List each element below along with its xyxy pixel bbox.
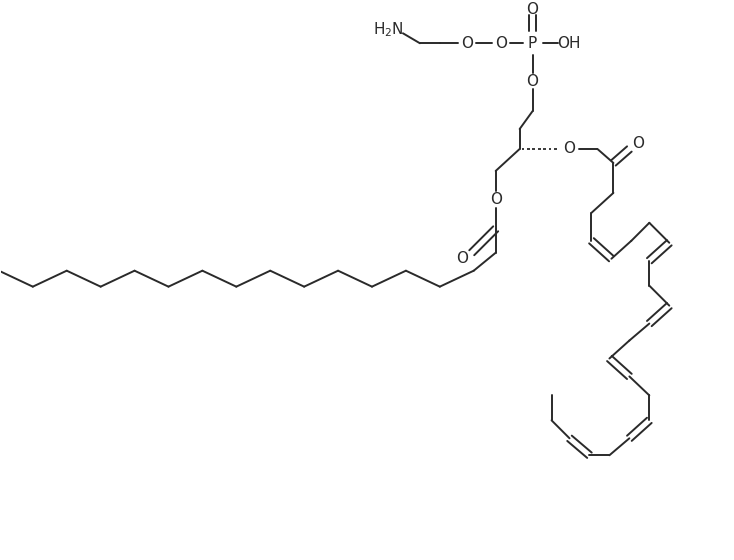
Text: H$_2$N: H$_2$N bbox=[373, 20, 403, 39]
Text: O: O bbox=[490, 193, 502, 207]
Text: O: O bbox=[526, 74, 539, 88]
Text: O: O bbox=[526, 2, 539, 17]
Text: O: O bbox=[461, 36, 473, 51]
Text: O: O bbox=[456, 251, 468, 266]
Text: O: O bbox=[633, 137, 644, 152]
Text: O: O bbox=[564, 142, 575, 156]
Text: P: P bbox=[528, 36, 537, 51]
Text: OH: OH bbox=[557, 36, 581, 51]
Text: O: O bbox=[495, 36, 506, 51]
